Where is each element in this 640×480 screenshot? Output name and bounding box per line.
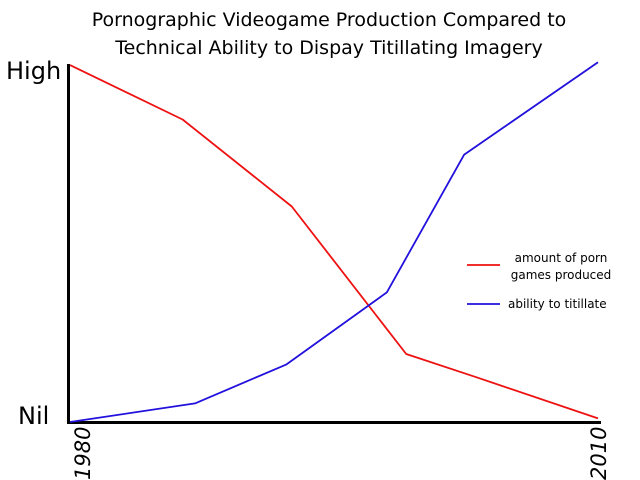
x-tick-label-end: 2010: [587, 427, 611, 480]
series-titillate-line: [69, 61, 599, 423]
chart-title-line-2: Technical Ability to Dispay Titillating …: [114, 37, 542, 59]
y-tick-label-high: High: [6, 57, 61, 85]
y-tick-label-nil: Nil: [18, 402, 49, 430]
legend: amount of porn games produced ability to…: [467, 251, 611, 311]
x-tick-label-start: 1980: [71, 427, 95, 480]
legend-label-porn-games-line-1: amount of porn: [515, 251, 608, 265]
legend-label-titillate: ability to titillate: [508, 297, 607, 311]
chart-title-line-1: Pornographic Videogame Production Compar…: [92, 9, 567, 31]
series-layer: [69, 61, 599, 423]
legend-label-porn-games-line-2: games produced: [511, 268, 612, 282]
series-porn-games-line: [69, 64, 599, 420]
